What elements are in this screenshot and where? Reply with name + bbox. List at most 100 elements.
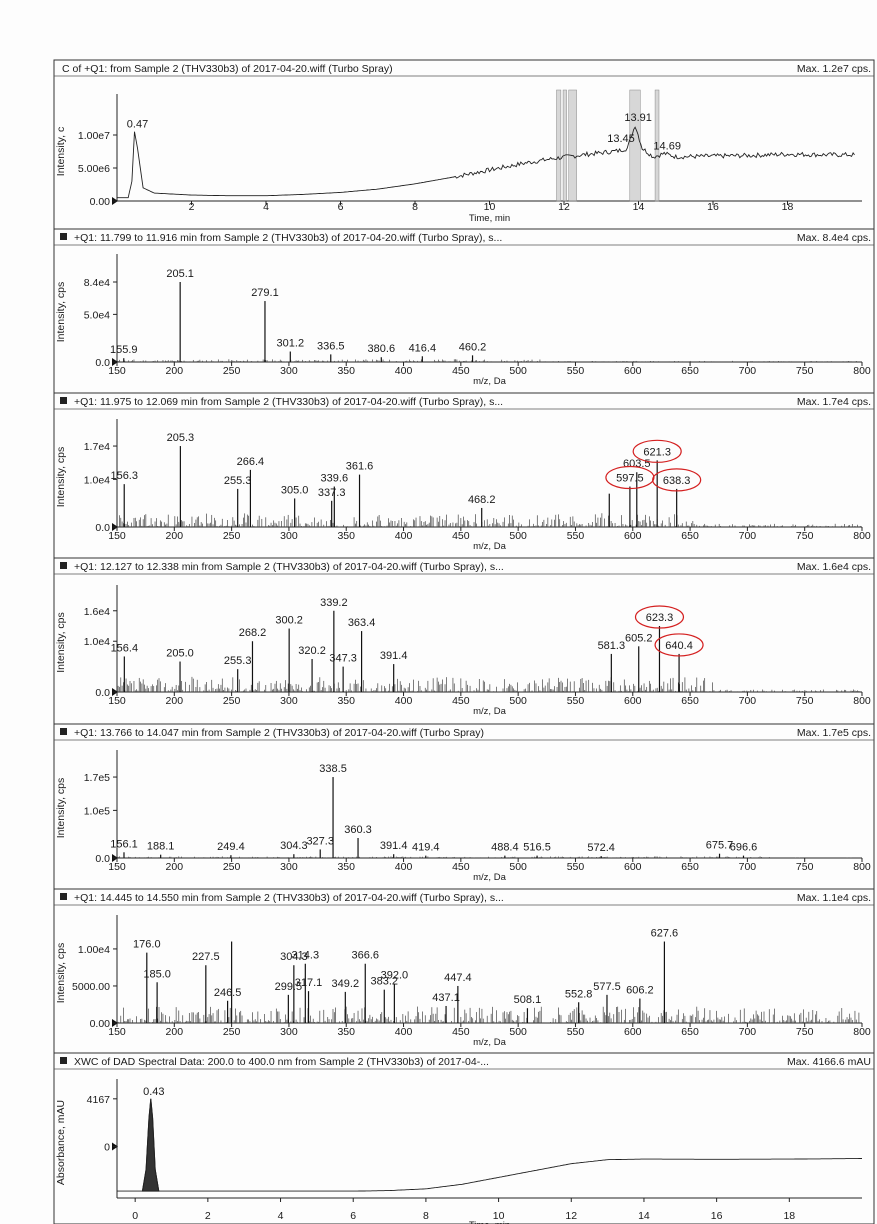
panel-header: +Q1: 14.445 to 14.550 min from Sample 2 … bbox=[74, 892, 504, 904]
peak-label: 623.3 bbox=[646, 612, 674, 624]
x-tick-label: 600 bbox=[624, 1026, 642, 1038]
x-tick-label: 700 bbox=[739, 1026, 757, 1038]
peak-label: 156.4 bbox=[111, 642, 139, 654]
x-tick-label: 350 bbox=[337, 530, 355, 542]
x-axis-title: m/z, Da bbox=[473, 872, 506, 883]
y-tick-label: 0.0 bbox=[95, 853, 110, 865]
x-tick-label: 8 bbox=[412, 201, 418, 213]
x-axis-title: m/z, Da bbox=[473, 541, 506, 552]
peak-label: 156.1 bbox=[110, 838, 138, 850]
peak-label: 419.4 bbox=[412, 842, 440, 854]
peak-label: 383.2 bbox=[371, 976, 399, 988]
panel-1: C of +Q1: from Sample 2 (THV330b3) of 20… bbox=[53, 59, 875, 230]
x-tick-label: 650 bbox=[681, 695, 699, 707]
y-tick-label: 5000.00 bbox=[72, 981, 110, 993]
peak-label: 155.9 bbox=[110, 344, 138, 356]
panel-6: +Q1: 14.445 to 14.550 min from Sample 2 … bbox=[53, 888, 875, 1054]
y-tick-label: 1.7e5 bbox=[84, 772, 110, 784]
panel-max: Max. 1.7e5 cps. bbox=[797, 727, 871, 739]
peak-label: 572.4 bbox=[587, 842, 615, 854]
panel-frame bbox=[53, 59, 875, 230]
panel-header: +Q1: 11.799 to 11.916 min from Sample 2 … bbox=[74, 232, 502, 244]
x-tick-label: 550 bbox=[567, 695, 585, 707]
x-tick-label: 350 bbox=[337, 861, 355, 873]
x-tick-label: 6 bbox=[350, 1210, 356, 1222]
peak-label: 279.1 bbox=[251, 287, 279, 299]
peak-label: 675.7 bbox=[706, 840, 734, 852]
peak-label: 320.2 bbox=[298, 645, 326, 657]
peak-label: 391.4 bbox=[380, 840, 408, 852]
x-tick-label: 600 bbox=[624, 365, 642, 377]
x-tick-label: 700 bbox=[739, 365, 757, 377]
peak-label: 205.3 bbox=[167, 432, 195, 444]
selected-range bbox=[568, 89, 577, 202]
panel-marker-icon bbox=[60, 893, 67, 900]
peak-label: 516.5 bbox=[523, 842, 551, 854]
x-tick-label: 2 bbox=[205, 1210, 211, 1222]
x-tick-label: 14 bbox=[633, 201, 645, 213]
x-tick-label: 250 bbox=[223, 1026, 241, 1038]
x-tick-label: 600 bbox=[624, 861, 642, 873]
y-axis-title: Absorbance, mAU bbox=[55, 1100, 67, 1185]
panel-max: Max. 8.4e4 cps. bbox=[797, 232, 871, 244]
x-tick-label: 250 bbox=[223, 530, 241, 542]
peak-label: 0.43 bbox=[143, 1086, 164, 1098]
x-tick-label: 16 bbox=[711, 1210, 723, 1222]
x-tick-label: 150 bbox=[108, 1026, 126, 1038]
x-tick-label: 350 bbox=[337, 695, 355, 707]
y-tick-label: 5.00e6 bbox=[78, 163, 110, 175]
highlight-circle bbox=[632, 439, 682, 463]
x-tick-label: 4 bbox=[263, 201, 269, 213]
y-tick-label: 1.6e4 bbox=[84, 606, 110, 618]
peak-label: 437.1 bbox=[432, 992, 460, 1004]
x-tick-label: 450 bbox=[452, 861, 470, 873]
x-tick-label: 200 bbox=[166, 365, 184, 377]
x-tick-label: 400 bbox=[395, 861, 413, 873]
peak-label: 246.5 bbox=[214, 987, 242, 999]
peak-label: 606.2 bbox=[626, 985, 654, 997]
y-tick-label: 0.0 bbox=[95, 687, 110, 699]
panel-max: Max. 1.7e4 cps. bbox=[797, 396, 871, 408]
peak-label: 627.6 bbox=[651, 928, 679, 940]
panel-4: +Q1: 12.127 to 12.338 min from Sample 2 … bbox=[53, 557, 875, 725]
y-tick-label: 1.00e4 bbox=[78, 944, 110, 956]
peak-label: 581.3 bbox=[598, 640, 626, 652]
panel-3: +Q1: 11.975 to 12.069 min from Sample 2 … bbox=[53, 392, 875, 559]
x-tick-label: 10 bbox=[493, 1210, 505, 1222]
panel-5: +Q1: 13.766 to 14.047 min from Sample 2 … bbox=[53, 723, 875, 890]
trace-line bbox=[117, 1098, 862, 1192]
panel-max: Max. 1.2e7 cps. bbox=[797, 63, 871, 75]
y-tick-label: 1.00e7 bbox=[78, 130, 110, 142]
peak-label: 227.5 bbox=[192, 951, 220, 963]
x-tick-label: 500 bbox=[509, 530, 527, 542]
x-tick-label: 10 bbox=[484, 201, 496, 213]
x-tick-label: 300 bbox=[280, 1026, 298, 1038]
x-tick-label: 4 bbox=[278, 1210, 284, 1222]
peak-label: 360.3 bbox=[344, 824, 372, 836]
peak-label: 0.47 bbox=[127, 119, 148, 131]
x-tick-label: 300 bbox=[280, 365, 298, 377]
panel-max: Max. 1.1e4 cps. bbox=[797, 892, 871, 904]
x-tick-label: 450 bbox=[452, 365, 470, 377]
y-axis-title: Intensity, cps bbox=[55, 282, 67, 343]
peak-label: 597.5 bbox=[616, 473, 644, 485]
x-tick-label: 700 bbox=[739, 695, 757, 707]
x-tick-label: 800 bbox=[853, 861, 871, 873]
peak-label: 416.4 bbox=[409, 342, 437, 354]
peak-label: 205.0 bbox=[166, 648, 194, 660]
x-tick-label: 150 bbox=[108, 695, 126, 707]
y-tick-label: 0.00 bbox=[90, 196, 111, 208]
x-tick-label: 500 bbox=[509, 365, 527, 377]
peak-label: 363.4 bbox=[348, 617, 376, 629]
peak-label: 339.6 bbox=[321, 473, 349, 485]
peak-label: 696.6 bbox=[730, 842, 758, 854]
x-tick-label: 800 bbox=[853, 1026, 871, 1038]
y-axis-title: Intensity, cps bbox=[55, 447, 67, 508]
x-axis-title: m/z, Da bbox=[473, 1037, 506, 1048]
x-tick-label: 200 bbox=[166, 530, 184, 542]
peak-label: 255.3 bbox=[224, 475, 252, 487]
peak-label: 366.6 bbox=[351, 950, 379, 962]
x-tick-label: 300 bbox=[280, 861, 298, 873]
peak-label: 349.2 bbox=[332, 978, 360, 990]
peak-label: 337.3 bbox=[318, 487, 346, 499]
